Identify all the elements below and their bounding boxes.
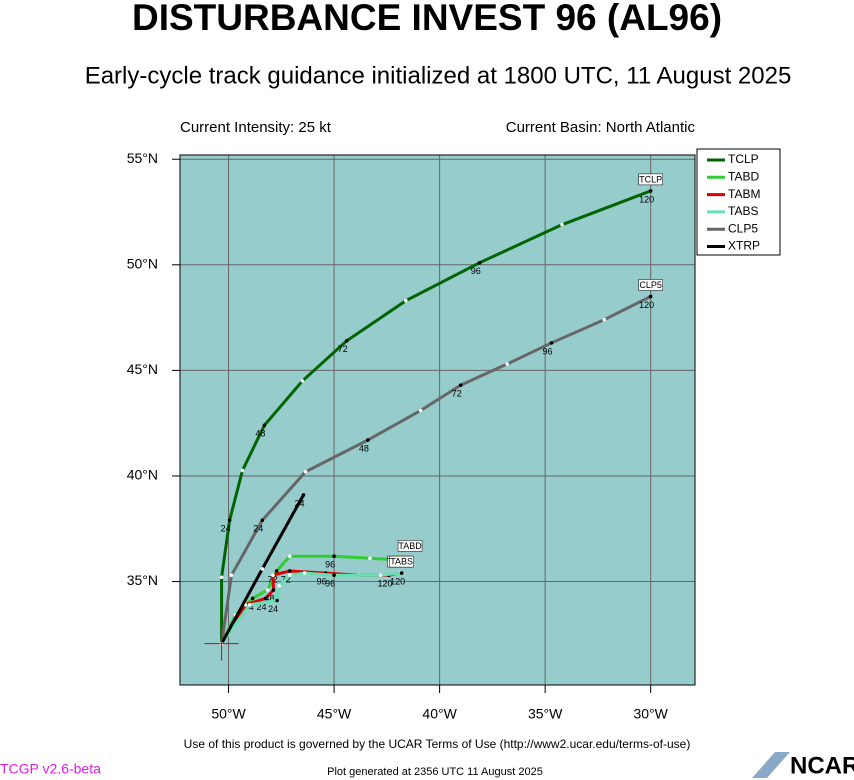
track-tag-box (638, 279, 663, 291)
track-point (378, 573, 383, 577)
track-tag-box (638, 173, 663, 186)
x-tick-label: 45°W (317, 706, 352, 722)
track-tag: TABS (390, 556, 413, 566)
hour-label: 24 (268, 604, 278, 614)
x-tick-label: 40°W (422, 706, 457, 722)
chart-subtitle: Early-cycle track guidance initialized a… (85, 62, 792, 89)
track-point (287, 554, 292, 558)
basin: Current Basin: North Atlantic (506, 119, 696, 136)
hour-label: 24 (256, 602, 266, 612)
track-point (399, 571, 404, 575)
track-point (287, 569, 292, 573)
track-point (247, 602, 252, 607)
hour-label: 120 (390, 576, 405, 586)
track-point (274, 569, 279, 573)
track-point (301, 493, 306, 497)
track-point (250, 596, 255, 601)
track-point (549, 341, 554, 345)
chart-title: DISTURBANCE INVEST 96 (AL96) (132, 0, 722, 38)
track-point (302, 571, 307, 575)
version: TCGP v2.6-beta (0, 761, 101, 777)
y-tick-label: 55°N (127, 150, 158, 166)
hour-label: 48 (359, 443, 369, 453)
hour-label: 96 (471, 266, 481, 276)
track-point (240, 468, 245, 473)
track-point (265, 588, 270, 592)
track-point (332, 554, 336, 558)
plot: 50°W 45°W 40°W 35°W 30°W 35°N 40°N 45°N 50°N 55°N… (127, 150, 696, 722)
legend-label: TABD (728, 169, 759, 183)
hour-label: 24 (221, 524, 231, 534)
generated: Plot generated at 2356 UTC 11 August 202… (327, 766, 543, 778)
track-point (229, 573, 234, 577)
track-point (275, 598, 279, 603)
track-point (277, 583, 282, 588)
hour-label: 96 (317, 576, 327, 586)
track-point (260, 567, 265, 571)
track-tag-box (397, 540, 423, 552)
plot-frame (179, 154, 696, 686)
legend-label: TABM (728, 187, 760, 201)
y-tick-label: 45°N (127, 361, 158, 377)
y-tick-label: 50°N (127, 256, 158, 272)
hour-label: 72 (452, 389, 462, 399)
hour-label: 48 (255, 429, 265, 439)
hour-label: 72 (338, 344, 348, 354)
track-point (300, 379, 305, 383)
legend-label: TCLP (728, 152, 759, 166)
x-tick-label: 50°W (211, 706, 246, 722)
track-point (227, 518, 232, 523)
track-point (263, 596, 268, 601)
terms: Use of this product is governed by the U… (184, 737, 691, 751)
track-point (271, 588, 276, 592)
track-point (271, 573, 275, 577)
hour-label: 48 (264, 593, 274, 603)
track-point (458, 383, 463, 387)
track-point (287, 573, 292, 577)
track-point (303, 469, 308, 474)
x-tick-label: 30°W (633, 706, 668, 722)
track-point (366, 438, 370, 442)
track-point (219, 575, 224, 580)
track-tag: TABD (398, 541, 422, 551)
track-point (368, 556, 372, 561)
legend-label: XTRP (728, 239, 760, 253)
legend-box (696, 148, 781, 256)
track-point (477, 260, 482, 265)
x-tick-label: 35°W (528, 706, 563, 722)
legend-label: TABS (728, 204, 758, 218)
hour-label: 96 (325, 560, 335, 570)
track-point (648, 189, 653, 193)
track-tag-box (389, 555, 414, 568)
legend-label: CLP5 (728, 221, 758, 235)
y-tick-label: 40°N (127, 467, 158, 483)
track-point (560, 222, 564, 227)
hour-label: 96 (325, 579, 335, 589)
track-point (602, 317, 607, 322)
logo: NCAR (790, 752, 854, 779)
hour-label: 24 (253, 524, 263, 534)
y-tick-label: 35°N (127, 572, 158, 588)
track-point (262, 423, 267, 428)
hour-label: 96 (542, 346, 552, 356)
track-point (260, 518, 265, 523)
hour-label: 24 (294, 498, 304, 508)
track-point (404, 298, 408, 303)
track-point (344, 339, 349, 343)
intensity: Current Intensity: 25 kt (180, 119, 332, 136)
logo-mark (752, 752, 790, 778)
track-tag: CLP5 (639, 280, 662, 290)
track-point (332, 573, 336, 577)
track-tag: TCLP (639, 174, 662, 184)
hour-label: 120 (639, 300, 654, 310)
track-point (418, 408, 423, 413)
hour-label: 120 (639, 194, 654, 204)
track-point (648, 294, 653, 299)
track-point (505, 362, 509, 366)
hour-label: 120 (377, 579, 392, 589)
